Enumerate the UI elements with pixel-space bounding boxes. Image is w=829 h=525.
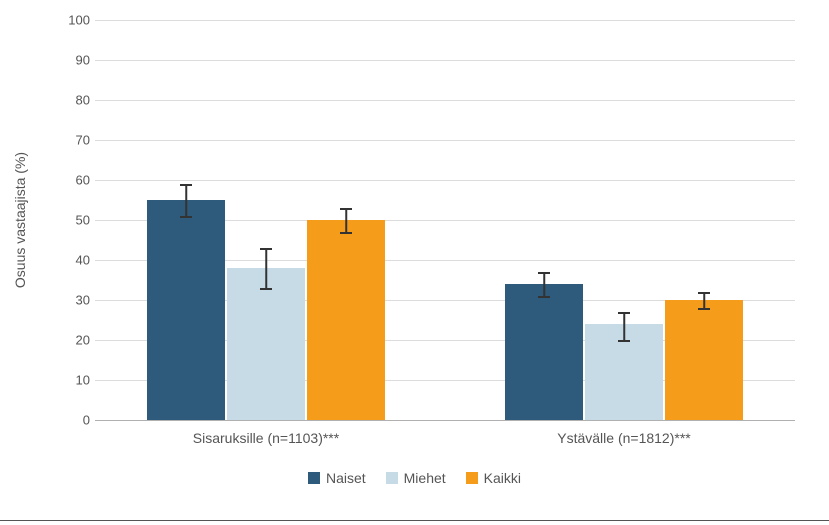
error-bar (703, 292, 705, 308)
y-tick-label: 70 (60, 133, 90, 148)
y-tick-label: 30 (60, 293, 90, 308)
error-bar (345, 208, 347, 232)
error-cap (340, 208, 352, 210)
bar-chart: Osuus vastaajista (%) Naiset Miehet Kaikki… (0, 0, 829, 525)
y-axis-label: Osuus vastaajista (%) (12, 152, 28, 288)
legend-item: Miehet (386, 470, 446, 486)
y-tick-label: 60 (60, 173, 90, 188)
y-tick-label: 10 (60, 373, 90, 388)
y-tick-label: 50 (60, 213, 90, 228)
legend-item: Kaikki (466, 470, 521, 486)
error-cap (538, 272, 550, 274)
legend-label: Miehet (404, 470, 446, 486)
legend-swatch (386, 472, 398, 484)
error-cap (180, 216, 192, 218)
gridline (95, 140, 795, 141)
x-category-label: Sisaruksille (n=1103)*** (193, 430, 339, 446)
y-tick-label: 40 (60, 253, 90, 268)
bar (665, 300, 743, 420)
error-cap (698, 292, 710, 294)
plot-area (95, 20, 795, 421)
error-cap (260, 288, 272, 290)
error-cap (618, 312, 630, 314)
error-cap (340, 232, 352, 234)
error-cap (260, 248, 272, 250)
legend: Naiset Miehet Kaikki (0, 470, 829, 487)
x-category-label: Ystävälle (n=1812)*** (557, 430, 690, 446)
error-cap (618, 340, 630, 342)
gridline (95, 180, 795, 181)
error-bar (543, 272, 545, 296)
error-bar (185, 184, 187, 216)
y-tick-label: 90 (60, 53, 90, 68)
error-bar (623, 312, 625, 340)
bar (505, 284, 583, 420)
y-tick-label: 80 (60, 93, 90, 108)
bar (147, 200, 225, 420)
y-tick-label: 0 (60, 413, 90, 428)
bar (307, 220, 385, 420)
error-cap (180, 184, 192, 186)
error-bar (265, 248, 267, 288)
figure-bottom-rule (0, 520, 829, 521)
legend-swatch (466, 472, 478, 484)
bar (227, 268, 305, 420)
error-cap (538, 296, 550, 298)
gridline (95, 60, 795, 61)
legend-swatch (308, 472, 320, 484)
gridline (95, 100, 795, 101)
gridline (95, 20, 795, 21)
legend-label: Naiset (326, 470, 366, 486)
legend-item: Naiset (308, 470, 366, 486)
legend-label: Kaikki (484, 470, 521, 486)
y-tick-label: 100 (60, 13, 90, 28)
error-cap (698, 308, 710, 310)
y-tick-label: 20 (60, 333, 90, 348)
